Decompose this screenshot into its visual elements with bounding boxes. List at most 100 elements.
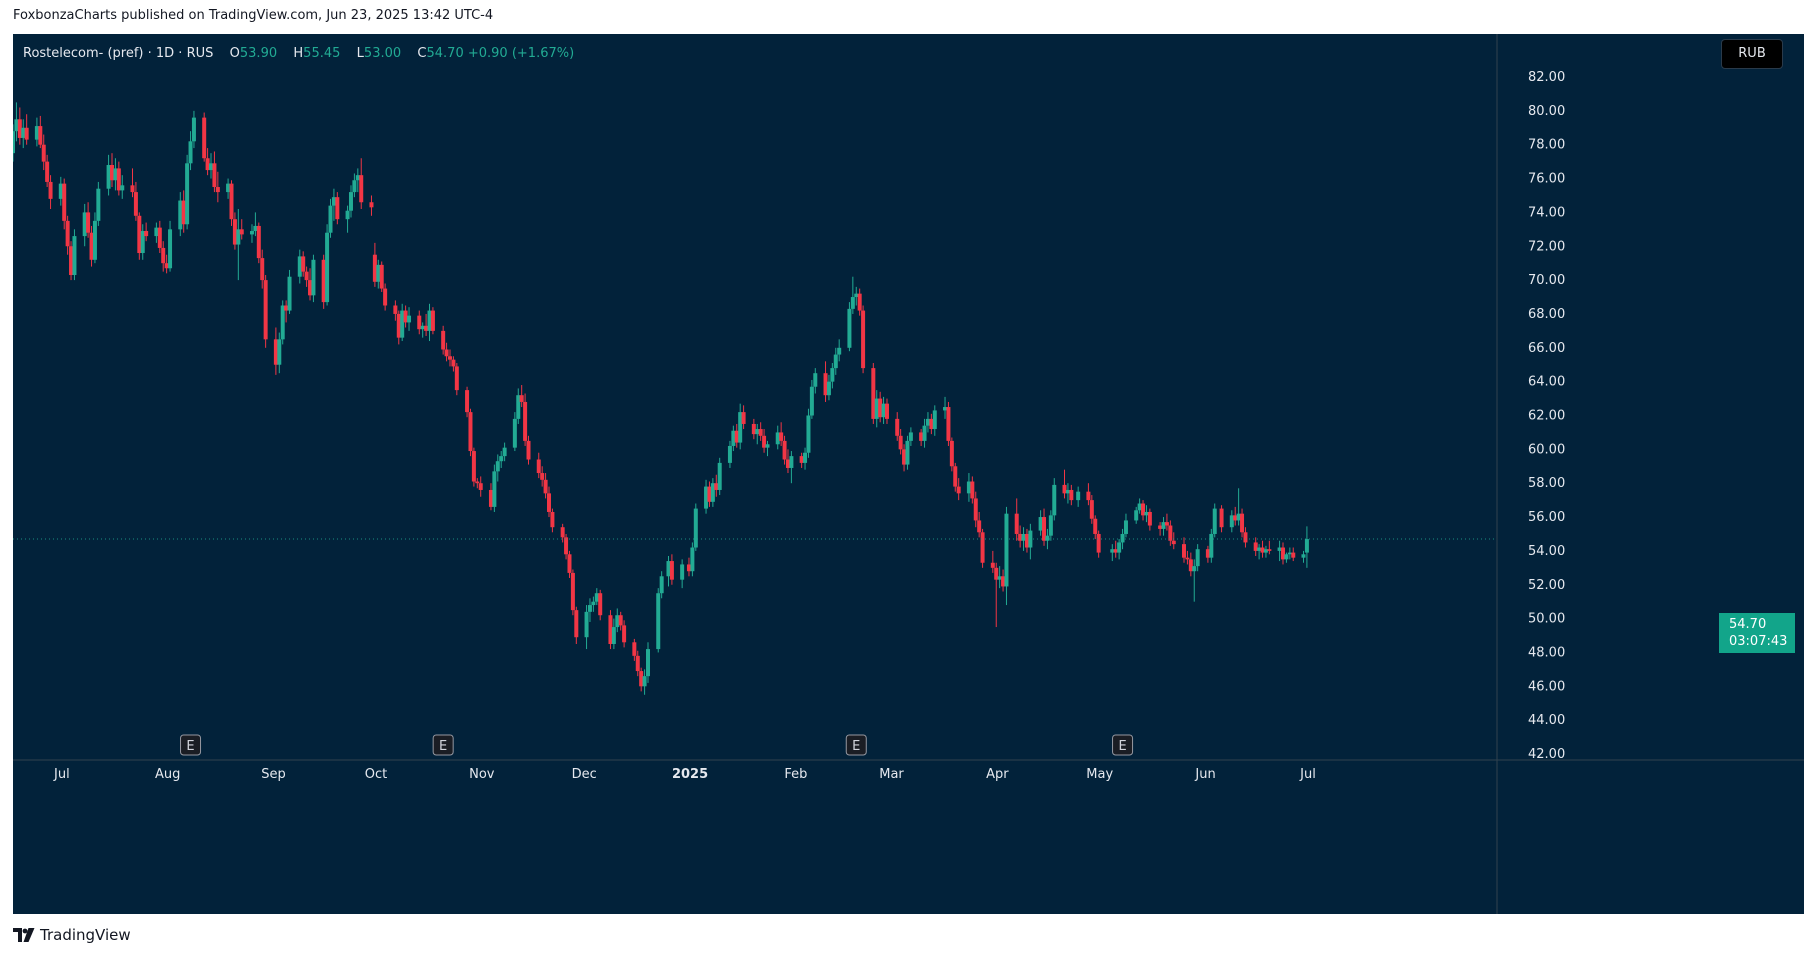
candle-body [611, 627, 616, 644]
earnings-marker [1112, 734, 1134, 756]
candle-body [58, 183, 63, 199]
candle-body [348, 192, 353, 211]
publisher-text: FoxbonzaCharts published on TradingView.… [13, 8, 494, 23]
candle-body [782, 440, 787, 460]
candle-body [717, 462, 722, 490]
candle-body [1195, 549, 1200, 567]
candle-body [239, 229, 244, 235]
candle-body [21, 127, 26, 138]
candle-body [1052, 484, 1057, 516]
chart-panel[interactable]: 42.00 44.00 46.00 48.00 50.00 52.00 54.00 56.00… [13, 34, 1804, 914]
candle-body [253, 225, 258, 232]
earnings-marker-label: E [186, 739, 194, 754]
y-tick-label: 44.00 [1528, 713, 1565, 728]
candle-body [570, 572, 575, 611]
candle-body [932, 410, 937, 430]
candle-body [1141, 503, 1146, 516]
candle-body [949, 440, 954, 467]
earnings-marker-label: E [439, 739, 447, 754]
tradingview-brand-text: TradingView [40, 926, 131, 944]
candle-body [369, 202, 374, 208]
low-value: 53.00 [363, 46, 402, 61]
candle-body [383, 288, 388, 306]
candle-body [587, 605, 592, 612]
candle-body [1038, 517, 1043, 531]
y-tick-label: 74.00 [1528, 205, 1565, 220]
candle-body [130, 185, 135, 193]
candle-body [837, 347, 842, 355]
candle-body [1291, 552, 1296, 558]
open-label: O [229, 46, 240, 61]
candle-body [1229, 515, 1234, 528]
candle-body [14, 119, 19, 132]
candle-body [646, 649, 651, 677]
earnings-marker [180, 734, 202, 756]
x-tick-label: Nov [469, 767, 495, 782]
candle-body [751, 423, 756, 435]
candle-body [140, 231, 145, 254]
candle-body [1123, 520, 1128, 534]
candle-body [765, 444, 770, 448]
candle-body [444, 349, 449, 357]
candle-body [355, 175, 360, 181]
candle-body [622, 625, 627, 643]
candle-body [799, 456, 804, 463]
candle-body [417, 315, 422, 330]
candle-body [803, 452, 808, 463]
candle-body [516, 395, 521, 419]
candle-body [669, 561, 674, 580]
candle-body [89, 232, 94, 260]
candle-body [188, 141, 193, 164]
candle-body [277, 339, 282, 365]
x-tick-label: 2025 [672, 767, 708, 782]
candle-body [830, 368, 835, 382]
y-tick-label: 46.00 [1528, 679, 1565, 694]
candle-body [833, 354, 838, 369]
candle-body [779, 432, 784, 441]
candle-body [1284, 554, 1289, 560]
candle-body [734, 430, 739, 443]
candle-body [120, 185, 125, 191]
candle-body [536, 459, 541, 474]
candle-body [69, 246, 74, 276]
x-tick-label: Oct [365, 767, 387, 782]
candle-body [871, 368, 876, 419]
candle-body [232, 219, 237, 245]
candle-body [92, 220, 97, 260]
candle-body [990, 562, 995, 568]
candle-body [164, 263, 169, 269]
candle-body [922, 425, 927, 441]
candle-body [1120, 533, 1125, 543]
bar-countdown: 03:07:43 [1729, 634, 1788, 649]
candle-body [908, 432, 913, 441]
tradingview-logo[interactable]: TradingView [13, 925, 131, 945]
candle-body [273, 339, 278, 365]
candle-body [632, 642, 637, 656]
candle-body [546, 493, 551, 512]
candle-body [154, 227, 159, 237]
last-price-badge: 54.70 03:07:43 [1719, 613, 1795, 653]
candle-body [956, 486, 961, 494]
candle-body [755, 429, 760, 435]
candle-body [65, 220, 70, 247]
candle-body [1205, 549, 1210, 558]
candle-body [1267, 549, 1272, 551]
candle-body [1161, 522, 1166, 529]
candle-body [502, 447, 507, 457]
candle-body [1182, 544, 1187, 558]
candle-body [659, 576, 664, 594]
candle-body [116, 168, 121, 191]
high-value: 55.45 [303, 46, 341, 61]
symbol-title[interactable]: Rostelecom- (pref) · 1D · RUS [23, 46, 214, 61]
y-tick-label: 48.00 [1528, 645, 1565, 660]
candle-body [311, 259, 316, 296]
candle-body [168, 229, 173, 269]
publisher-caption: FoxbonzaCharts published on TradingView.… [13, 8, 493, 23]
y-tick-label: 70.00 [1528, 273, 1565, 288]
candle-body [1144, 511, 1149, 516]
candlestick-chart[interactable]: 42.00 44.00 46.00 48.00 50.00 52.00 54.00 56.00… [13, 34, 1804, 914]
candle-body [550, 511, 555, 528]
currency-button[interactable]: RUB [1721, 39, 1783, 69]
candle-body [321, 259, 326, 303]
y-tick-label: 66.00 [1528, 341, 1565, 356]
